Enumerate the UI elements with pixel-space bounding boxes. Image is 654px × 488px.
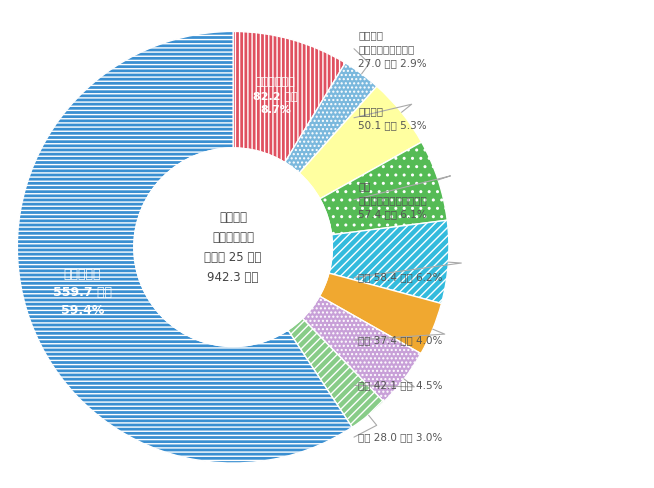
Wedge shape [329,220,449,304]
Wedge shape [320,273,441,354]
Wedge shape [284,63,377,173]
Text: 建設
（除電気通信施設建設）
57.4 兆円 6.1%: 建設 （除電気通信施設建設） 57.4 兆円 6.1% [358,181,427,219]
Wedge shape [288,318,384,427]
Text: 電気機械
（除情報通信機器）
27.0 兆円 2.9%: 電気機械 （除情報通信機器） 27.0 兆円 2.9% [358,30,427,68]
Circle shape [134,148,332,346]
Wedge shape [320,142,447,235]
Wedge shape [300,86,422,199]
Wedge shape [233,31,345,163]
Text: 輸送機械
50.1 兆円 5.3%: 輸送機械 50.1 兆円 5.3% [358,106,427,130]
Text: 鉄鋼 28.0 兆円 3.0%: 鉄鋼 28.0 兆円 3.0% [358,432,443,442]
Wedge shape [302,296,421,402]
Text: 全産業の
名目市場規模
（平成 25 年）
942.3 兆円: 全産業の 名目市場規模 （平成 25 年） 942.3 兆円 [205,211,262,284]
Text: 小売 37.4 兆円 4.0%: 小売 37.4 兆円 4.0% [358,335,443,345]
Wedge shape [17,31,352,463]
Text: 卸売 58.4 兆円 6.2%: 卸売 58.4 兆円 6.2% [358,272,443,283]
Text: 情報通信産業
82.2 兆円
8.7%: 情報通信産業 82.2 兆円 8.7% [253,77,298,115]
Text: 運輸 42.1 兆円 4.5%: 運輸 42.1 兆円 4.5% [358,380,443,390]
Text: その他産業
559.7 兆円
59.4%: その他産業 559.7 兆円 59.4% [53,268,112,317]
